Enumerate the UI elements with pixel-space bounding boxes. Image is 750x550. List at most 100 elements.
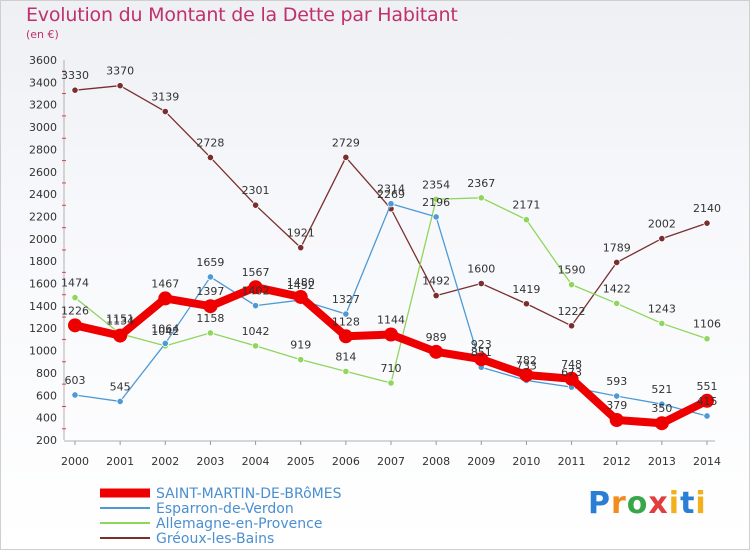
x-tick-label: 2000 — [61, 455, 89, 468]
data-point — [206, 273, 215, 281]
chart-subtitle: (en €) — [26, 28, 59, 41]
data-point — [342, 310, 350, 318]
data-label: 851 — [471, 346, 492, 359]
chart-title: Evolution du Montant de la Dette par Hab… — [26, 4, 458, 26]
data-point — [703, 412, 711, 420]
data-label: 1397 — [196, 285, 224, 298]
data-label: 2002 — [648, 218, 676, 231]
y-tick-label: 1600 — [29, 278, 57, 291]
y-tick-label: 1400 — [29, 300, 57, 313]
data-point — [700, 393, 714, 408]
data-label: 1106 — [693, 318, 721, 331]
data-point — [432, 195, 440, 203]
x-tick-label: 2003 — [196, 455, 224, 468]
data-label: 1064 — [151, 322, 179, 335]
data-label: 2171 — [512, 199, 540, 212]
data-label: 521 — [651, 383, 672, 396]
data-label: 1243 — [648, 302, 676, 315]
data-point — [71, 86, 79, 94]
data-point — [251, 201, 260, 209]
data-point — [206, 329, 215, 337]
data-point — [297, 244, 305, 252]
data-point — [342, 153, 350, 161]
data-label: 1134 — [106, 315, 134, 328]
data-label: 1226 — [61, 304, 89, 317]
data-label: 415 — [697, 395, 718, 408]
x-tick-label: 2007 — [377, 455, 405, 468]
data-point — [474, 352, 489, 367]
x-tick-label: 2012 — [603, 455, 631, 468]
data-point — [248, 280, 263, 295]
data-label: 1480 — [287, 276, 315, 289]
x-tick-label: 2010 — [512, 455, 540, 468]
data-point — [609, 412, 624, 427]
data-point — [206, 153, 215, 162]
data-point — [567, 322, 576, 330]
y-tick-label: 2000 — [29, 233, 57, 246]
data-label: 1042 — [151, 325, 179, 338]
legend-label: SAINT-MARTIN-DE-BRôMES — [156, 486, 342, 502]
data-point — [432, 213, 440, 221]
data-point — [71, 294, 79, 302]
x-tick-label: 2008 — [422, 455, 450, 468]
data-point — [613, 299, 621, 308]
data-label: 2301 — [242, 184, 270, 197]
data-point — [703, 335, 711, 343]
data-point — [297, 356, 305, 364]
data-label: 782 — [516, 354, 537, 367]
data-label: 710 — [381, 362, 402, 375]
data-label: 1327 — [332, 293, 360, 306]
data-label: 2196 — [422, 196, 450, 209]
y-tick-label: 3600 — [29, 54, 57, 67]
data-label: 989 — [426, 331, 447, 344]
data-point — [113, 328, 128, 343]
data-point — [342, 367, 350, 375]
y-tick-label: 2200 — [29, 210, 57, 223]
data-label: 1452 — [287, 279, 315, 292]
y-tick-label: 600 — [36, 389, 57, 402]
data-label: 2367 — [467, 177, 495, 190]
y-tick-label: 400 — [36, 412, 57, 425]
x-tick-label: 2002 — [151, 455, 179, 468]
data-label: 814 — [335, 350, 356, 363]
data-point — [432, 291, 440, 300]
data-label: 1467 — [151, 277, 179, 290]
data-point — [703, 219, 711, 227]
data-point — [293, 289, 308, 304]
data-point — [658, 319, 666, 328]
data-label: 1474 — [61, 277, 89, 290]
proxiti-logo: Proxiti — [588, 486, 707, 521]
data-point — [116, 397, 124, 406]
data-point — [613, 258, 621, 267]
data-point — [68, 318, 82, 333]
data-label: 673 — [561, 366, 582, 379]
data-label: 1128 — [332, 315, 360, 328]
data-label: 551 — [697, 380, 718, 393]
data-point — [564, 371, 579, 386]
data-label: 1492 — [422, 275, 450, 288]
data-point — [387, 379, 395, 387]
data-label: 1222 — [558, 305, 586, 318]
data-label: 1402 — [242, 285, 270, 298]
data-point — [251, 302, 260, 310]
data-point — [71, 391, 79, 399]
data-label: 1921 — [287, 227, 315, 240]
data-label: 2314 — [377, 183, 405, 196]
data-point — [161, 339, 169, 348]
data-label: 923 — [471, 338, 492, 351]
legend-label: Gréoux-les-Bains — [156, 531, 274, 547]
data-point — [387, 200, 395, 208]
data-label: 1419 — [512, 283, 540, 296]
data-label: 1144 — [377, 313, 405, 326]
data-label: 1567 — [242, 266, 270, 279]
data-point — [203, 299, 218, 314]
legend-label: Allemagne-en-Provence — [156, 516, 322, 532]
data-label: 919 — [290, 339, 311, 352]
data-label: 3370 — [106, 65, 134, 78]
y-tick-label: 2400 — [29, 188, 57, 201]
data-point — [567, 281, 576, 289]
data-label: 2140 — [693, 202, 721, 215]
data-label: 1422 — [603, 282, 631, 295]
